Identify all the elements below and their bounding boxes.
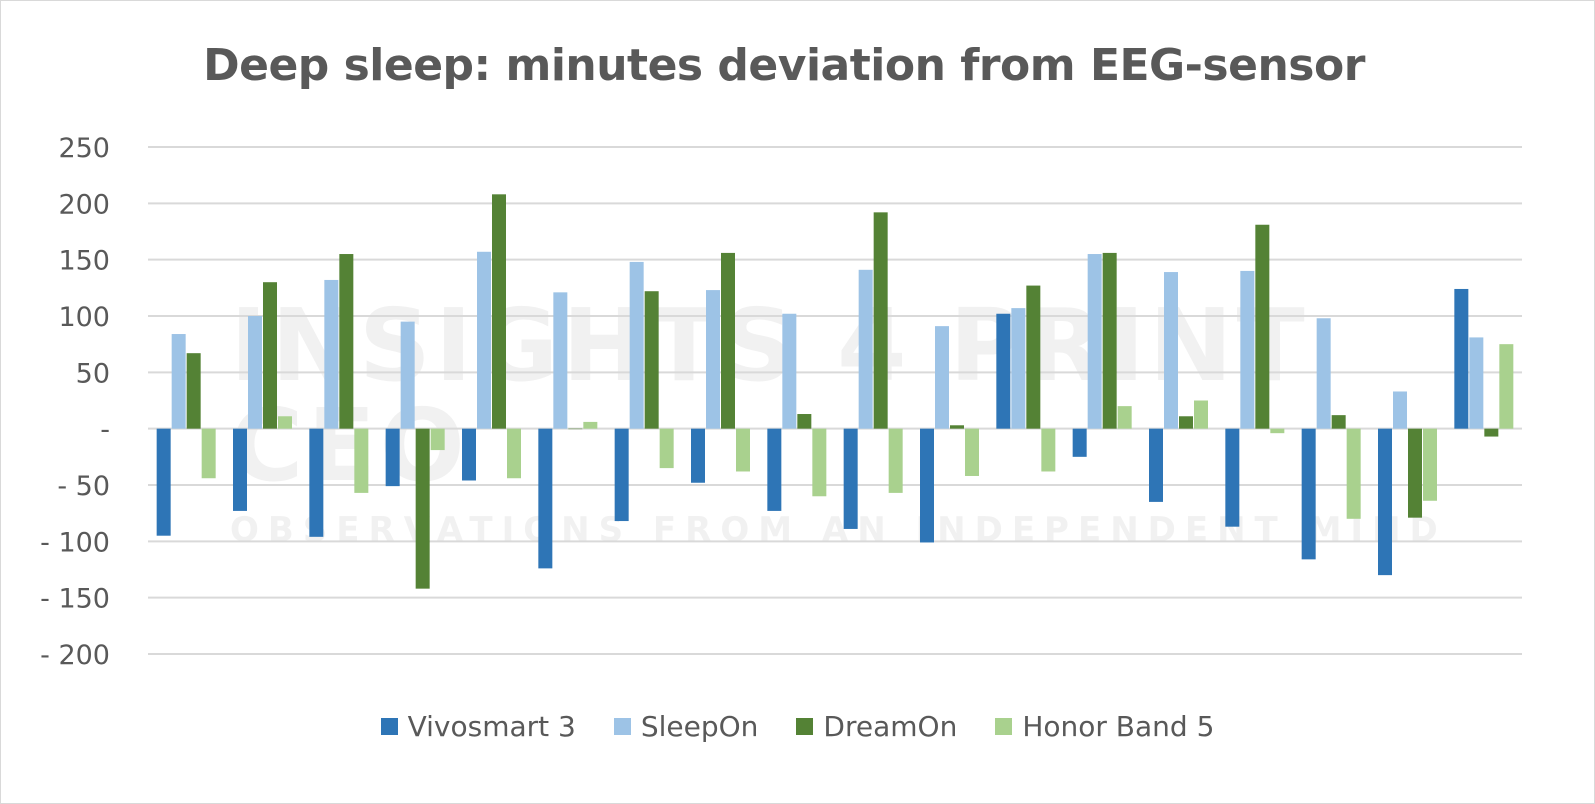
bar-vivosmart-3 [1149, 428, 1163, 502]
bar-sleepon [1011, 308, 1026, 429]
y-tick-label: - 150 [40, 584, 110, 615]
bar-vivosmart-3 [385, 428, 400, 487]
bar-dreamon [1102, 252, 1117, 429]
legend-swatch [613, 718, 631, 735]
bar-sleepon [935, 326, 949, 429]
legend-item: Honor Band 5 [995, 710, 1214, 743]
legend-swatch [995, 718, 1013, 735]
bar-honor-band-5 [201, 428, 216, 479]
bar-sleepon [858, 269, 873, 429]
y-tick-label: 200 [58, 189, 110, 220]
bar-dreamon [186, 353, 201, 429]
bar-sleepon [706, 290, 720, 429]
bar-honor-band-5 [1041, 428, 1056, 472]
bar-honor-band-5 [583, 421, 598, 429]
bar-sleepon [553, 292, 568, 429]
y-tick-label: 250 [58, 133, 110, 164]
bar-sleepon [324, 279, 339, 429]
bar-vivosmart-3 [996, 313, 1011, 429]
y-tick-label: - 100 [40, 527, 110, 558]
bar-dreamon [568, 428, 583, 430]
bar-sleepon [477, 251, 491, 429]
legend-swatch [380, 718, 398, 735]
bar-vivosmart-3 [614, 428, 629, 522]
bar-vivosmart-3 [309, 428, 324, 537]
bar-dreamon [1179, 416, 1193, 429]
legend-swatch [796, 718, 814, 735]
bar-honor-band-5 [507, 428, 521, 479]
bar-sleepon [1240, 270, 1255, 429]
bar-dreamon [415, 428, 430, 589]
bar-vivosmart-3 [767, 428, 782, 511]
bar-honor-band-5 [1499, 344, 1514, 429]
bar-honor-band-5 [1423, 428, 1437, 501]
bar-dreamon [1331, 415, 1346, 429]
y-tick-label: 50 [76, 358, 110, 389]
y-tick-label: 100 [58, 302, 110, 333]
bar-vivosmart-3 [233, 428, 247, 511]
bar-honor-band-5 [1270, 428, 1285, 434]
bar-sleepon [1316, 318, 1331, 429]
bar-honor-band-5 [888, 428, 903, 493]
bar-dreamon [339, 254, 354, 429]
chart-title: Deep sleep: minutes deviation from EEG-s… [203, 40, 1365, 91]
y-tick-label: - [100, 415, 110, 446]
bar-vivosmart-3 [156, 428, 171, 536]
bar-sleepon [1393, 391, 1407, 429]
bar-dreamon [1255, 224, 1270, 429]
y-tick-label: 150 [58, 246, 110, 277]
bar-dreamon [797, 414, 812, 429]
legend-item: Vivosmart 3 [380, 710, 576, 743]
legend: Vivosmart 3 SleepOn DreamOn Honor Band 5 [0, 710, 1595, 743]
bar-sleepon [629, 261, 644, 429]
bar-honor-band-5 [430, 428, 445, 451]
bar-vivosmart-3 [920, 428, 934, 543]
bar-dreamon [721, 252, 735, 429]
bar-dreamon [492, 194, 506, 429]
y-tick-label: - 50 [57, 471, 110, 502]
y-tick-label: - 200 [40, 640, 110, 671]
bar-honor-band-5 [1194, 400, 1208, 429]
bar-vivosmart-3 [1301, 428, 1316, 560]
bar-dreamon [1026, 285, 1041, 429]
bar-honor-band-5 [812, 428, 827, 497]
legend-item: DreamOn [796, 710, 957, 743]
legend-label: DreamOn [823, 710, 958, 743]
bar-dreamon [644, 291, 659, 429]
bar-dreamon [1484, 428, 1499, 437]
bar-honor-band-5 [354, 428, 369, 493]
bar-sleepon [1087, 254, 1102, 429]
bar-honor-band-5 [659, 428, 674, 469]
bar-sleepon [400, 321, 415, 429]
legend-item: SleepOn [613, 710, 759, 743]
bar-honor-band-5 [1346, 428, 1361, 519]
bar-sleepon [1164, 272, 1178, 429]
bar-sleepon [248, 316, 262, 429]
legend-label: Honor Band 5 [1022, 710, 1215, 743]
bar-dreamon [873, 212, 888, 429]
bar-honor-band-5 [736, 428, 750, 472]
bar-vivosmart-3 [843, 428, 858, 529]
bar-dreamon [263, 282, 277, 429]
bar-vivosmart-3 [1454, 288, 1469, 429]
bar-vivosmart-3 [1225, 428, 1240, 527]
bar-honor-band-5 [965, 428, 979, 476]
bar-honor-band-5 [278, 416, 292, 429]
bar-vivosmart-3 [538, 428, 553, 569]
bar-vivosmart-3 [462, 428, 476, 481]
bar-vivosmart-3 [1378, 428, 1392, 576]
legend-label: Vivosmart 3 [407, 710, 576, 743]
bar-honor-band-5 [1117, 406, 1132, 429]
bar-vivosmart-3 [691, 428, 705, 483]
bar-dreamon [950, 425, 964, 429]
bar-dreamon [1408, 428, 1422, 518]
bar-sleepon [782, 313, 797, 429]
bar-vivosmart-3 [1072, 428, 1087, 457]
bar-sleepon [171, 334, 186, 429]
bar-sleepon [1469, 337, 1484, 429]
legend-label: SleepOn [640, 710, 759, 743]
